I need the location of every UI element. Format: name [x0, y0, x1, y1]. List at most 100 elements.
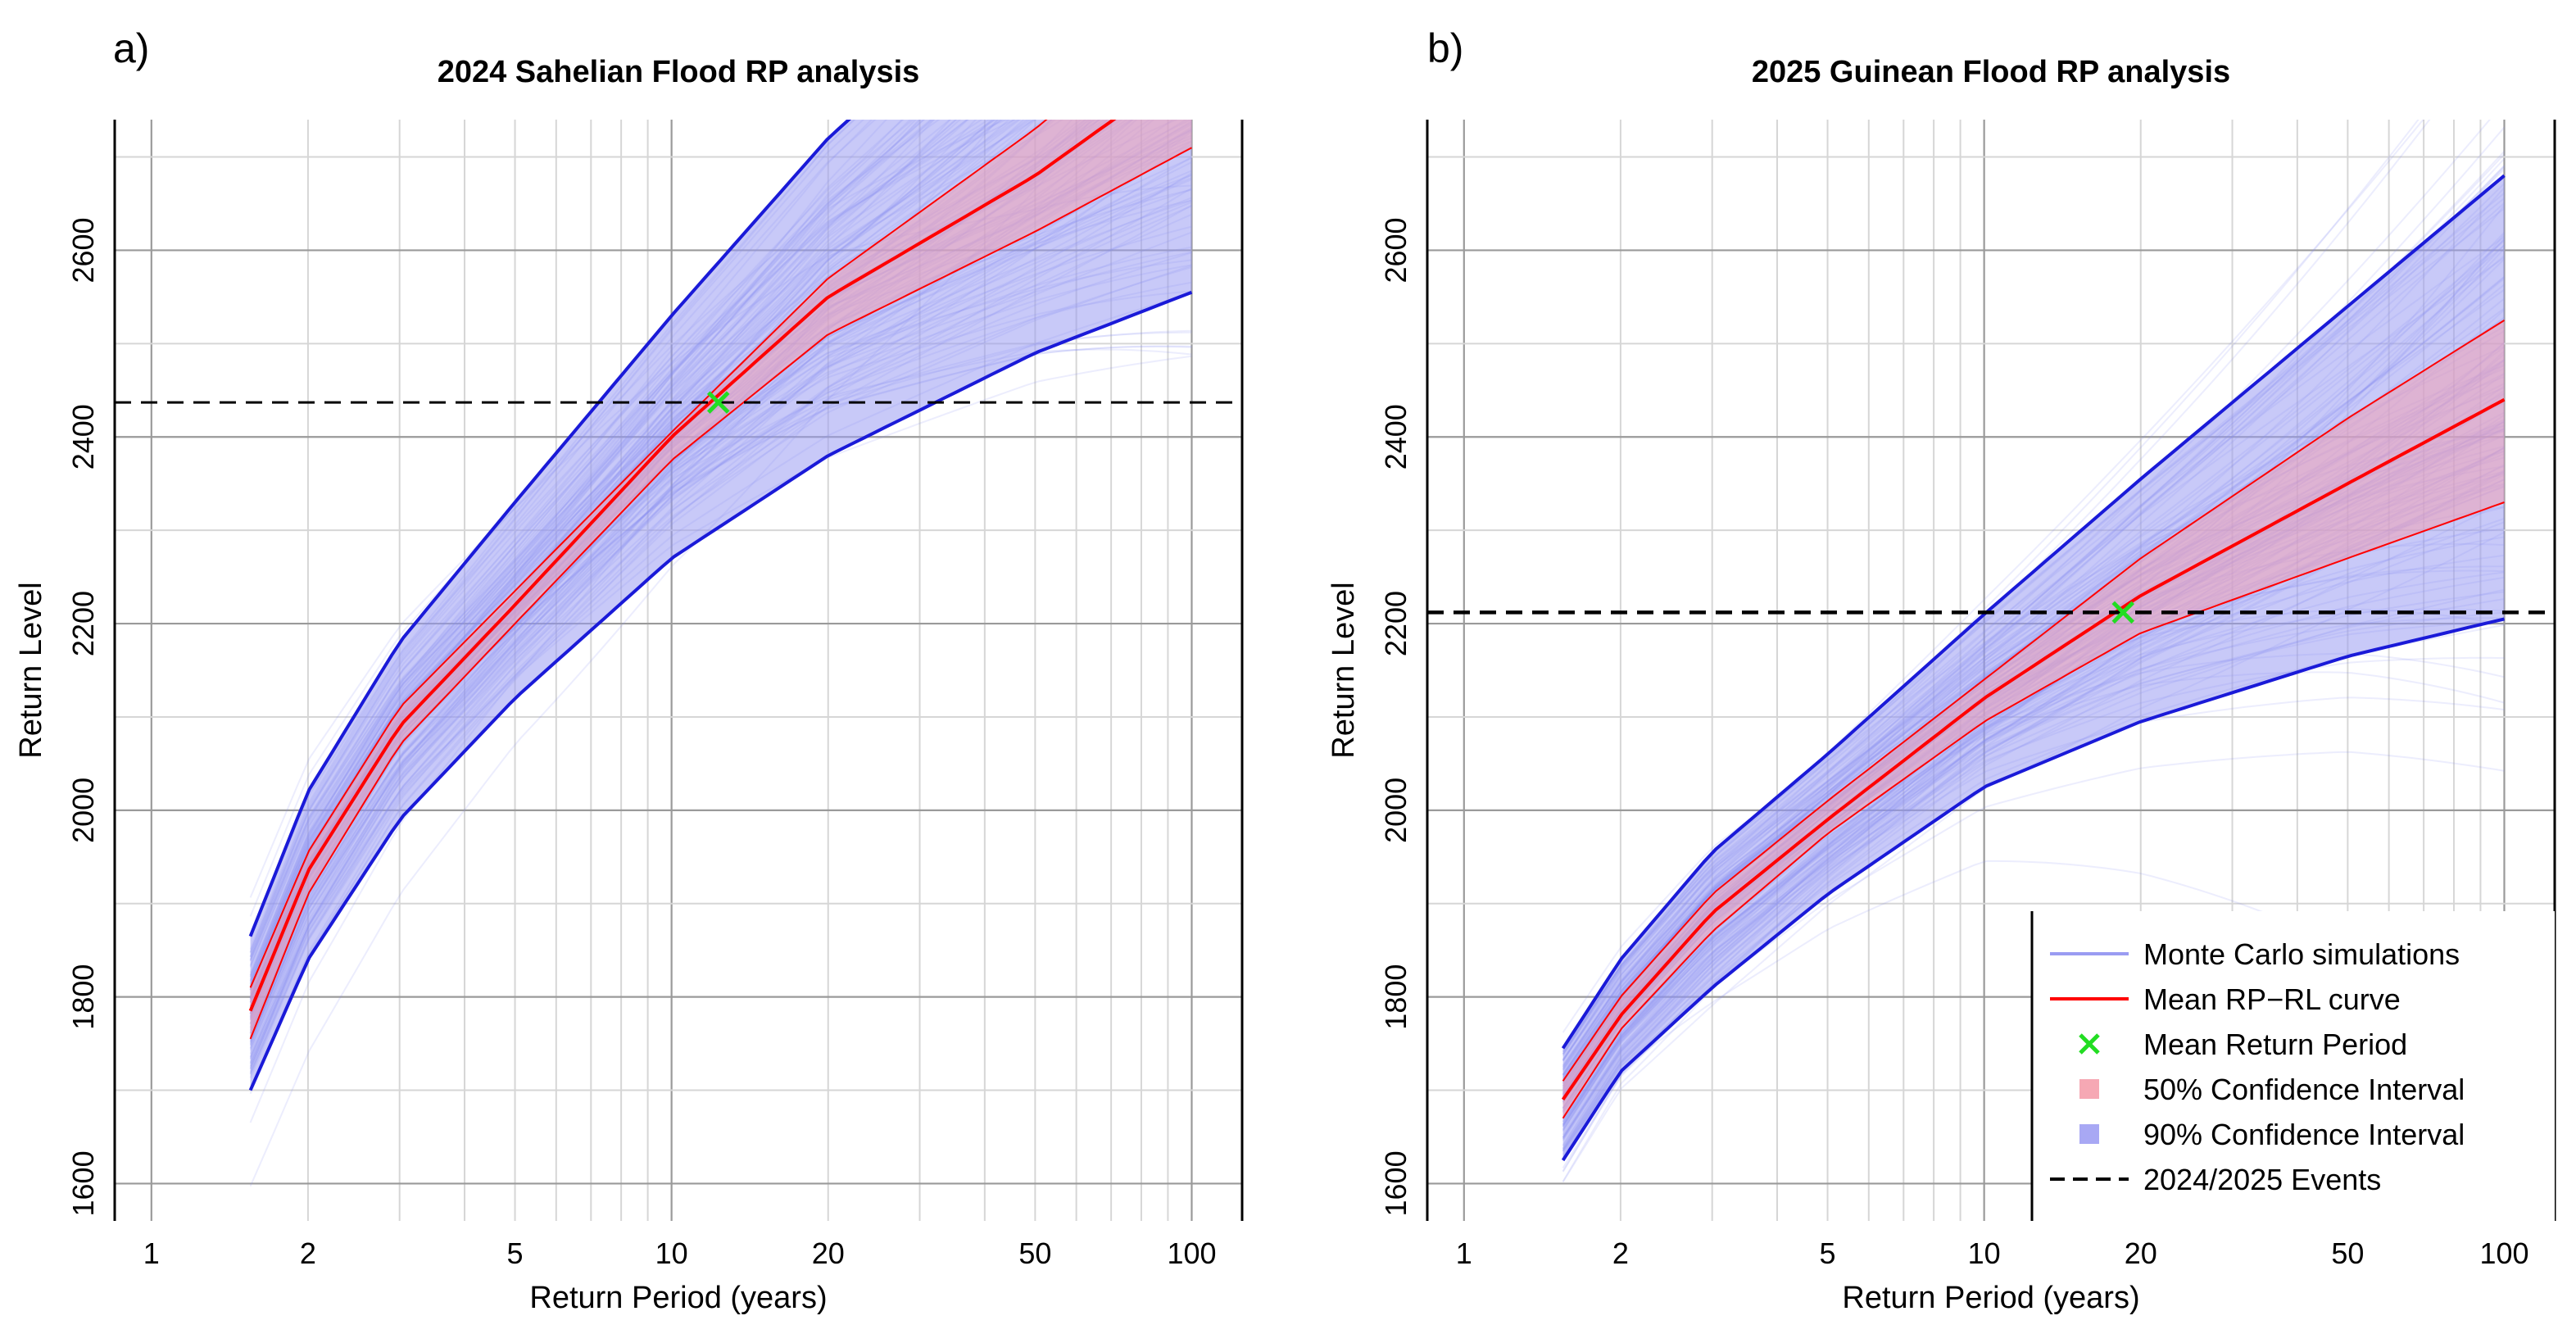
simulation-line [249, 120, 926, 987]
ci50-lower-line [249, 147, 1192, 1040]
y-tick-label: 1600 [66, 1150, 100, 1216]
y-tick-label: 2200 [1379, 591, 1413, 656]
ci50-lower-line [1562, 501, 2505, 1119]
simulation-line [249, 120, 933, 999]
chart-title: 2025 Guinean Flood RP analysis [1752, 55, 2230, 89]
x-tick-label: 50 [1018, 1236, 1051, 1270]
simulation-line [249, 120, 865, 953]
x-tick-label: 100 [1167, 1236, 1216, 1270]
legend-item: 2024/2025 Events [2050, 1163, 2381, 1196]
y-axis-label: Return Level [14, 582, 48, 758]
ci90-upper-line [1561, 174, 2506, 1050]
y-tick-label: 1800 [66, 964, 100, 1030]
ci90-band [250, 120, 1192, 1091]
simulation-line [1562, 588, 2505, 1138]
x-tick-label: 2 [1612, 1236, 1629, 1270]
simulation-line [1562, 202, 2506, 1076]
y-tick-label: 2600 [1379, 217, 1413, 283]
simulation-line [1562, 120, 2491, 1089]
mean-return-period-marker [2111, 601, 2135, 624]
simulation-line [249, 120, 873, 984]
simulation-line [249, 120, 997, 954]
simulation-line [249, 120, 968, 992]
plot-area [248, 120, 1193, 1187]
legend-item: Monte Carlo simulations [2050, 937, 2460, 971]
mean-curve [1561, 397, 2506, 1101]
legend-box-swatch [2079, 1124, 2099, 1144]
simulation-line [249, 120, 968, 987]
y-tick-label: 2600 [66, 217, 100, 283]
simulation-line [249, 188, 1192, 957]
x-axis-label: Return Period (years) [529, 1281, 827, 1315]
simulation-line [249, 120, 1036, 978]
simulation-line [249, 120, 1009, 917]
ci50-upper-line [1562, 320, 2506, 1082]
simulation-line [1562, 151, 2506, 1089]
y-tick-labels: 1600 1800 2000 2200 2400 2600 [66, 217, 100, 1216]
simulation-line [249, 120, 914, 966]
mean-return-period-marker [706, 391, 730, 414]
simulation-line [249, 204, 1192, 1075]
simulation-line [1562, 591, 2505, 1113]
x-tick-label: 1 [143, 1236, 160, 1270]
legend-item: 50% Confidence Interval [2079, 1073, 2465, 1106]
legend-background [2032, 911, 2555, 1221]
simulation-line [249, 252, 1192, 1031]
simulation-line [1562, 696, 2505, 1122]
y-tick-label: 2400 [1379, 404, 1413, 470]
simulation-line [249, 187, 1193, 1073]
simulation-line [249, 292, 1192, 1064]
simulation-line [249, 174, 1192, 1042]
ci90-upper-line [248, 120, 851, 937]
panel-label: a) [113, 25, 149, 71]
simulation-line [249, 130, 1193, 1091]
simulation-line [1562, 325, 2505, 1069]
simulation-line [249, 120, 951, 987]
x-tick-label: 1 [1456, 1236, 1472, 1270]
x-tick-label: 20 [812, 1236, 845, 1270]
legend: Monte Carlo simulations Mean RP−RL curve M… [2030, 911, 2555, 1221]
simulation-line [249, 266, 1192, 1041]
simulation-line [1562, 120, 2424, 1062]
simulation-line [1562, 197, 2506, 1055]
y-tick-label: 2000 [1379, 778, 1413, 843]
x-tick-label: 10 [655, 1236, 688, 1270]
simulation-line [249, 120, 932, 976]
x-tick-label: 2 [300, 1236, 316, 1270]
x-tick-label: 50 [2331, 1236, 2364, 1270]
simulation-line [1562, 165, 2506, 1085]
x-tick-label: 10 [1968, 1236, 2001, 1270]
ci50-upper-line [249, 120, 1048, 988]
simulation-line [1562, 256, 2506, 1060]
simulation-line [249, 129, 1193, 1063]
y-axis-label: Return Level [1327, 582, 1361, 758]
y-tick-label: 2400 [66, 404, 100, 470]
simulation-line [1562, 620, 2505, 1112]
simulation-line [1562, 531, 2505, 1183]
panel-label: b) [1427, 25, 1463, 71]
simulation-line [1562, 517, 2505, 1127]
legend-label: Monte Carlo simulations [2143, 937, 2460, 971]
simulation-line [249, 120, 905, 983]
simulation-line [249, 231, 1192, 1039]
y-tick-label: 1600 [1379, 1150, 1413, 1216]
chart-title: 2024 Sahelian Flood RP analysis [438, 55, 920, 89]
mean-curve [248, 120, 1117, 1012]
legend-item: Mean RP−RL curve [2050, 982, 2401, 1016]
simulation-line [249, 120, 983, 962]
simulation-line [249, 120, 855, 958]
simulation-line [1562, 576, 2505, 1114]
simulation-line [1562, 168, 2506, 1071]
simulation-line [1562, 207, 2506, 1050]
x-tick-label: 5 [1820, 1236, 1836, 1270]
simulation-line [1562, 611, 2505, 1117]
legend-label: Mean RP−RL curve [2143, 982, 2401, 1016]
simulation-line [249, 201, 1192, 1025]
simulation-line [1562, 120, 2420, 1075]
simulation-line [249, 120, 999, 1123]
legend-label: 2024/2025 Events [2143, 1163, 2381, 1196]
simulation-line [249, 120, 991, 960]
x-tick-labels: 1 2 5 10 20 50 100 [143, 1236, 1217, 1270]
simulation-line [1562, 183, 2506, 1087]
legend-label: 50% Confidence Interval [2143, 1073, 2465, 1106]
